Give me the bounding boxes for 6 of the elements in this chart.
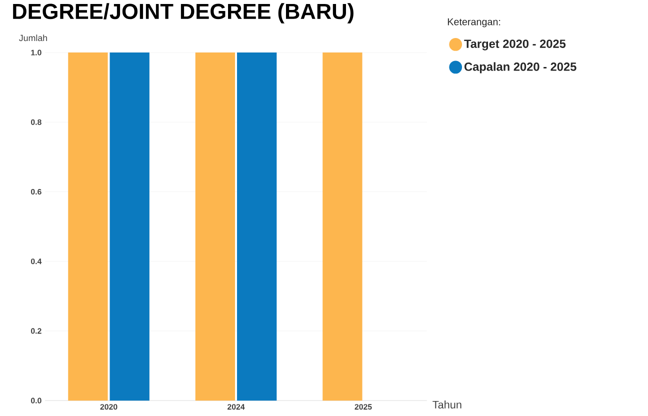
y-axis-title: Jumlah — [19, 34, 47, 41]
legend-label: Target 2020 - 2025 — [464, 39, 566, 50]
x-axis-title: Tahun — [432, 400, 462, 408]
legend-title: Keterangan: — [448, 18, 500, 28]
legend-label: Capalan 2020 - 2025 — [464, 62, 576, 74]
chart-title: DEGREE/JOINT DEGREE (BARU) — [13, 2, 354, 24]
